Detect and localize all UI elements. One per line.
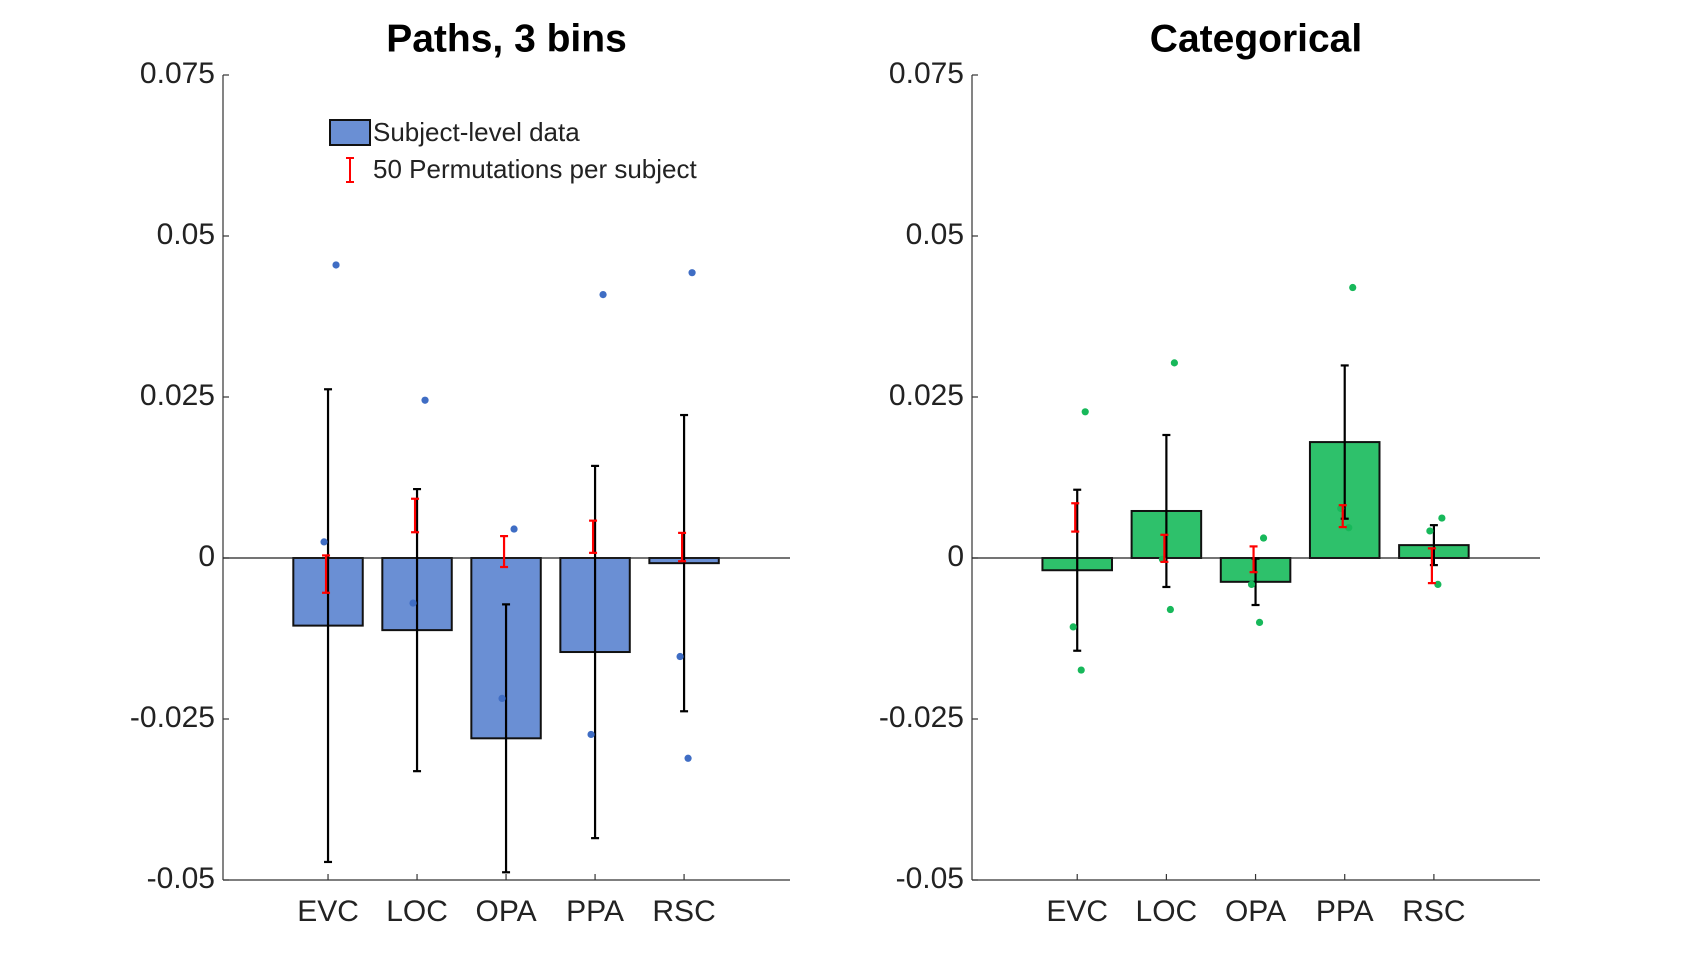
x-tick-label: LOC <box>386 895 448 928</box>
error-bar <box>1071 502 1080 533</box>
subject-dot <box>1438 514 1446 522</box>
x-tick-label: RSC <box>1402 895 1465 928</box>
error-bar <box>591 464 600 840</box>
y-tick-label: -0.025 <box>879 701 964 734</box>
legend-errorbar <box>346 157 354 183</box>
y-tick-label: 0.025 <box>889 379 964 412</box>
error-bar <box>680 413 689 713</box>
y-tick-label: -0.05 <box>896 862 964 895</box>
subject-dot <box>1255 618 1264 627</box>
x-tick-label: RSC <box>652 895 715 928</box>
error-bar <box>1160 533 1169 563</box>
subject-dot <box>1349 283 1357 292</box>
y-tick-label: 0.075 <box>140 57 215 90</box>
x-tick-label: OPA <box>475 895 536 928</box>
error-bar <box>324 388 333 864</box>
x-tick-label: EVC <box>1046 895 1108 928</box>
subject-dot <box>1345 524 1353 532</box>
subject-dot <box>510 525 518 533</box>
y-tick-label: -0.05 <box>147 862 215 895</box>
x-tick-label: EVC <box>297 895 359 928</box>
legend-label: 50 Permutations per subject <box>373 154 698 184</box>
subject-dot <box>1426 527 1434 535</box>
subject-dot <box>587 730 595 739</box>
x-tick-label: OPA <box>1225 895 1286 928</box>
subject-dot <box>1077 666 1085 674</box>
x-tick-label: PPA <box>566 895 624 928</box>
subject-dot <box>1170 359 1178 367</box>
legend-label: Subject-level data <box>373 117 580 147</box>
subject-dot <box>1434 580 1442 589</box>
error-bar <box>500 535 509 569</box>
error-bar <box>1249 545 1258 574</box>
error-bar <box>322 554 331 594</box>
y-tick-label: 0.05 <box>906 218 964 251</box>
subject-dot <box>1259 534 1268 542</box>
y-tick-label: 0.025 <box>140 379 215 412</box>
error-bar <box>1427 547 1436 585</box>
y-tick-label: 0.075 <box>889 57 964 90</box>
y-tick-label: 0 <box>198 540 215 573</box>
error-bar <box>411 497 420 534</box>
subject-dot <box>599 291 607 299</box>
legend-swatch <box>329 119 371 146</box>
subject-dot <box>498 694 506 702</box>
error-bar <box>1338 504 1347 529</box>
subject-dot <box>676 652 684 661</box>
x-tick-label: PPA <box>1316 895 1374 928</box>
y-tick-label: -0.025 <box>130 701 215 734</box>
error-bar <box>1073 488 1082 652</box>
error-bar <box>413 487 422 773</box>
subject-dot <box>684 754 692 762</box>
subject-dot <box>1166 605 1174 614</box>
subject-dot <box>1247 580 1256 589</box>
subject-dot <box>409 599 417 607</box>
y-tick-label: 0.05 <box>157 218 215 251</box>
x-tick-label: LOC <box>1136 895 1198 928</box>
chart-title: Paths, 3 bins <box>386 17 627 60</box>
error-bar <box>678 531 687 563</box>
subject-dot <box>1069 623 1077 631</box>
chart-title: Categorical <box>1150 17 1362 60</box>
error-bar <box>589 519 598 554</box>
subject-dot <box>1081 408 1089 416</box>
error-bar <box>502 603 511 874</box>
subject-dot <box>320 538 328 546</box>
subject-dot <box>332 261 340 269</box>
subject-dot <box>421 396 429 404</box>
subject-dot <box>688 269 696 277</box>
y-tick-label: 0 <box>947 540 964 573</box>
